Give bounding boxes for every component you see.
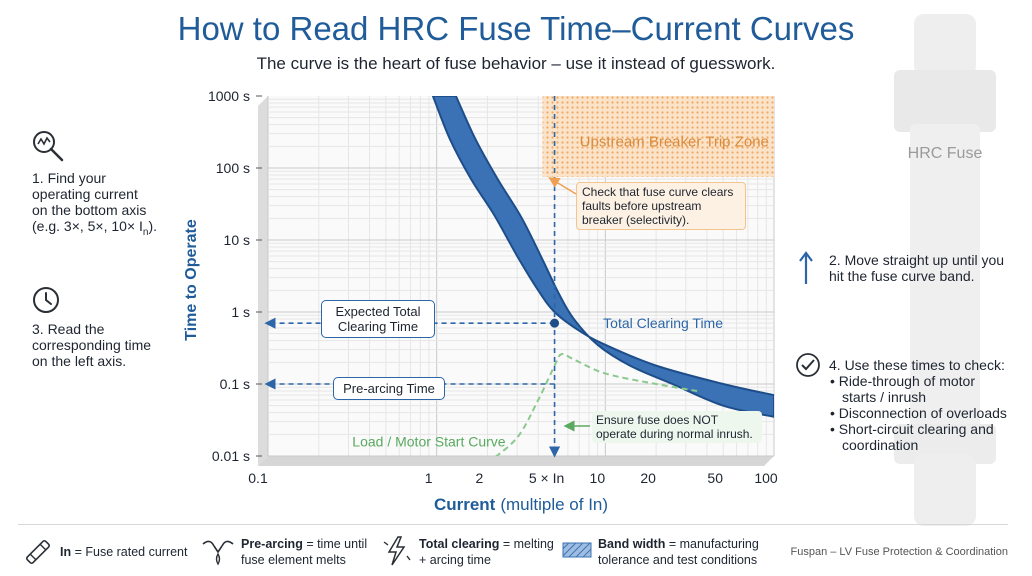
step1-text: 1. Find your operating current on the bo… [32,170,157,241]
fuse-lower-body [894,424,996,464]
step4-bullet-2: • Disconnection of overloads [830,405,1007,421]
step4-bullet-1b: starts / inrush [842,389,927,405]
step3-line1: 3. Read the [32,321,105,337]
y-tick-label: 10 s [224,232,250,248]
credit-text: Fuspan – LV Fuse Protection & Coordinati… [790,546,1008,558]
check-circle-icon [796,353,820,377]
expected-total-line2: Clearing Time [337,319,419,334]
total-clearing-label: Total Clearing Time [603,315,723,331]
up-arrow-icon [799,251,813,284]
step4-bullet-3b: coordination [842,437,919,453]
step4-bullet-1: • Ride-through of motor [830,373,975,389]
x-tick-label: 1 [425,470,433,486]
x-tick-label: 20 [640,470,656,486]
step3-text: 3. Read the corresponding time on the le… [32,321,151,369]
x-tick-label: 0.1 [248,470,268,486]
legend-in: In = Fuse rated current [60,545,188,559]
y-axis-label: Time to Operate [183,219,200,341]
step1-line3: on the bottom axis [32,202,147,218]
x-tick-label: 50 [707,470,723,486]
step3-line3: on the left axis. [32,353,127,369]
inrush-note: Ensure fuse does NOT operate during norm… [592,411,762,443]
step1-line4: (e.g. 3×, 5×, 10× In). [32,218,158,238]
load-motor-start-curve [494,352,698,456]
fuse-label: HRC Fuse [907,145,983,162]
band-swatch-icon [562,542,592,558]
expected-total-line1: Expected Total [335,304,421,319]
legend-divider [18,524,1008,525]
x-tick-label: 10 [590,470,606,486]
selectivity-note: Check that fuse curve clears faults befo… [576,182,746,230]
fuse-top-cap [914,14,976,76]
magnifier-chart-icon [33,131,64,162]
step3-line2: corresponding time [32,337,152,353]
pre-arcing-callout: Pre-arcing Time [333,377,445,400]
step4-bullets: • Ride-through of motor starts / inrush … [829,373,1007,453]
fuse-icon [26,540,50,564]
x-tick-label: 2 [476,470,484,486]
fuse-bottom-cap [914,454,976,526]
selectivity-arrow [548,177,577,195]
load-curve-label: Load / Motor Start Curve [352,433,506,449]
fuse-body [910,124,980,454]
x-axis-label: Current (multiple of In) [434,495,608,514]
fuse-upper-body [894,70,996,132]
upstream-trip-zone [542,96,774,177]
y-tick-label: 0.01 s [212,448,250,464]
upstream-zone-label: Upstream Breaker Trip Zone [580,133,769,150]
step1-line2: operating current [32,186,138,202]
plot-left-edge [258,96,268,466]
step1-line1: 1. Find your [32,170,106,186]
y-axis-ticks: 1000 s 100 s 10 s 1 s 0.1 s 0.01 s [208,88,262,464]
step2-text: 2. Move straight up until you hit the fu… [829,252,1004,284]
page-subtitle: The curve is the heart of fuse behavior … [256,54,776,73]
page-title: How to Read HRC Fuse Time–Current Curves [177,10,855,47]
y-tick-label: 1 s [231,304,250,320]
step4-line1: 4. Use these times to check: [829,357,1005,373]
y-tick-label: 0.1 s [220,376,250,392]
legend-pre-arcing: Pre-arcing = time until fuse element mel… [241,537,368,567]
y-tick-label: 1000 s [208,88,250,104]
time-current-chart: 1000 s 100 s 10 s 1 s 0.1 s 0.01 s 0.1 1 2 5 × I… [183,88,778,514]
operating-point [550,318,560,328]
clock-icon [33,287,59,313]
step2-line2: hit the fuse curve band. [829,268,975,284]
step4-bullet-3: • Short-circuit clearing and [830,421,994,437]
fuse-silhouette [894,14,996,526]
lightning-icon [383,536,411,566]
step2-line1: 2. Move straight up until you [829,252,1005,268]
melting-element-icon [202,540,234,566]
legend-band-width: Band width = manufacturing tolerance and… [598,537,759,567]
x-tick-label: 100 [754,470,778,486]
y-tick-label: 100 s [216,160,250,176]
x-tick-label: 5 × In [529,470,564,486]
plot-bottom-edge [258,456,774,466]
expected-total-callout: Expected Total Clearing Time [321,300,435,338]
total-clearing-band [431,96,774,418]
legend-total-clearing: Total clearing = melting + arcing time [419,537,554,567]
step4-text: 4. Use these times to check: • Ride-thro… [829,357,1007,453]
x-axis-ticks: 0.1 1 2 5 × In 10 20 50 100 [248,470,778,486]
